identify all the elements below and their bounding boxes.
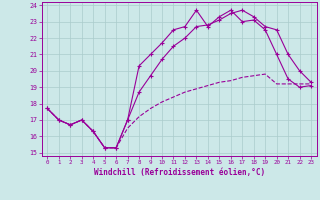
X-axis label: Windchill (Refroidissement éolien,°C): Windchill (Refroidissement éolien,°C)	[94, 168, 265, 177]
